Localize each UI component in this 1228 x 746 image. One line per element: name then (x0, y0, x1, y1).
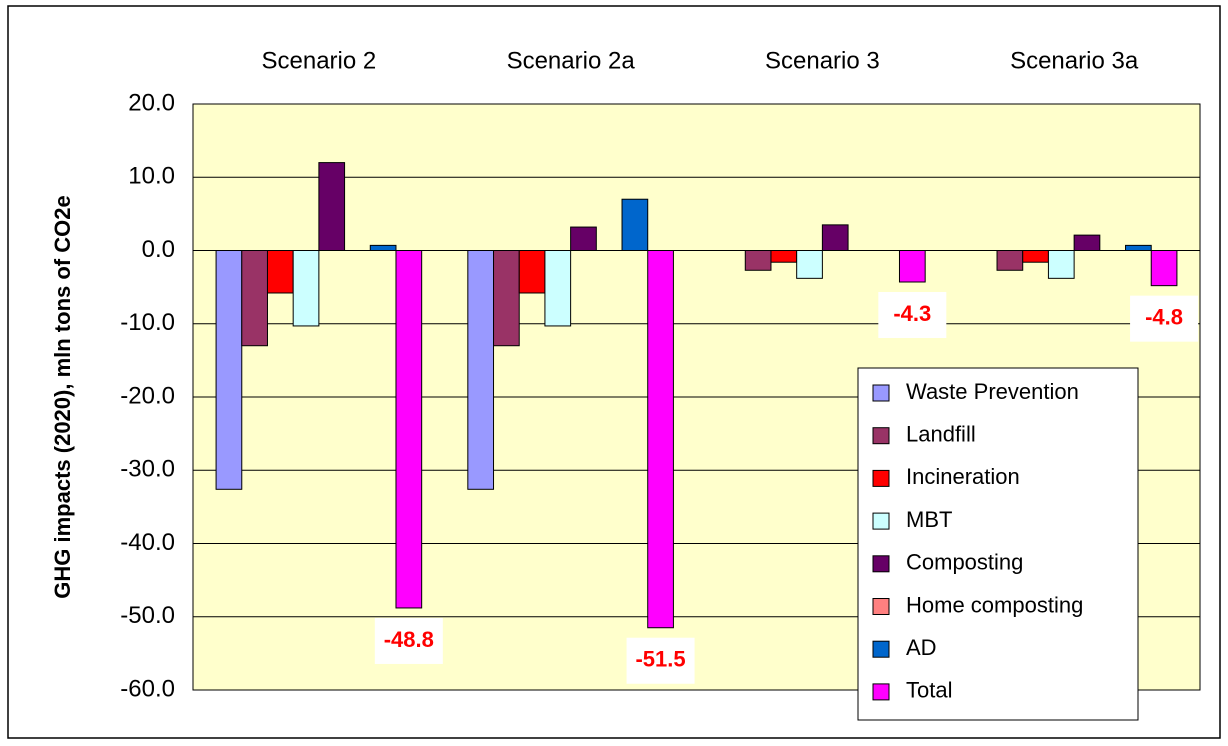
bar (518, 250, 546, 294)
bar (1125, 244, 1152, 251)
legend-label: Total (906, 678, 952, 703)
bar (292, 250, 320, 327)
legend-label: AD (906, 635, 937, 660)
data-label-box (878, 291, 947, 338)
data-label: -4.3 (893, 301, 931, 326)
bar (996, 250, 1024, 271)
legend-label: Waste Prevention (906, 379, 1079, 404)
bar (796, 250, 823, 279)
y-tick-label: 0.0 (142, 236, 175, 263)
bar (467, 250, 495, 490)
bar (1047, 250, 1075, 279)
data-label: -48.8 (384, 627, 434, 652)
bar (215, 250, 243, 490)
legend-label: Composting (906, 550, 1023, 575)
legend-swatch (872, 555, 890, 573)
bar (770, 250, 798, 263)
legend-swatch (872, 683, 890, 701)
legend-swatch (872, 469, 890, 487)
data-label-box (374, 617, 443, 664)
bar (570, 226, 597, 251)
bar (369, 244, 397, 251)
y-tick-label: -20.0 (120, 382, 175, 409)
y-tick-label: 10.0 (128, 163, 175, 190)
legend-swatch (872, 598, 890, 615)
bar (898, 250, 926, 283)
bar (544, 250, 572, 327)
y-tick-label: -10.0 (120, 309, 175, 336)
legend-label: Home composting (906, 592, 1083, 617)
legend-swatch (872, 427, 890, 445)
y-tick-label: -40.0 (120, 529, 175, 556)
legend-swatch (872, 384, 890, 402)
y-tick-label: -30.0 (120, 456, 175, 483)
data-label: -4.8 (1145, 304, 1183, 329)
y-tick-label: -60.0 (120, 675, 175, 702)
bar (241, 250, 268, 347)
bar (318, 162, 346, 252)
legend-swatch (872, 640, 890, 658)
y-tick-label: -50.0 (120, 602, 175, 629)
bar (395, 250, 423, 609)
bar (821, 224, 849, 252)
bar (1022, 250, 1049, 263)
data-label-box (1130, 295, 1199, 342)
legend-label: Incineration (906, 464, 1020, 489)
bar (266, 250, 294, 294)
bar (647, 250, 674, 629)
legend-swatch (872, 512, 890, 530)
legend-label: MBT (906, 507, 952, 532)
legend-label: Landfill (906, 422, 976, 447)
y-tick-label: 20.0 (128, 89, 175, 116)
x-tick-label: Scenario 3 (765, 47, 880, 74)
y-axis-label: GHG impacts (2020), mln tons of CO2e (50, 195, 75, 598)
bar (1073, 234, 1101, 251)
bar (1150, 250, 1178, 287)
data-label-box (626, 637, 695, 684)
x-tick-label: Scenario 2a (507, 47, 636, 74)
x-tick-label: Scenario 3a (1010, 47, 1139, 74)
x-tick-label: Scenario 2 (262, 47, 377, 74)
bar (621, 198, 649, 252)
data-label: -51.5 (635, 647, 685, 672)
legend (857, 367, 1139, 721)
bar (744, 250, 772, 271)
bar (493, 250, 520, 347)
